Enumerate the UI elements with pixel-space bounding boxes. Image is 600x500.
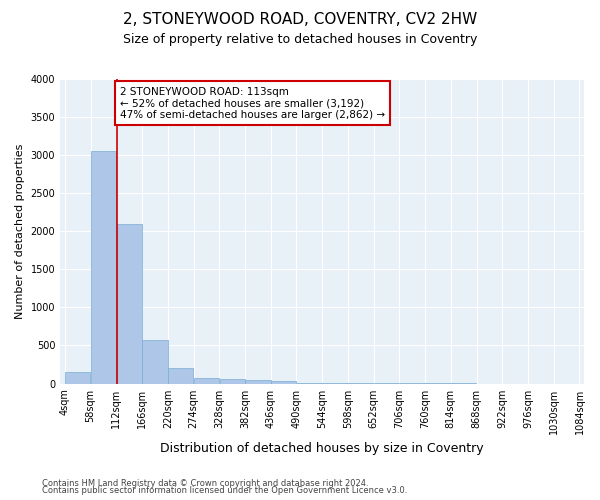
Bar xyxy=(220,379,245,384)
Bar xyxy=(65,372,91,384)
Bar xyxy=(116,224,142,384)
Bar xyxy=(271,382,296,384)
Text: Contains public sector information licensed under the Open Government Licence v3: Contains public sector information licen… xyxy=(42,486,407,495)
Bar xyxy=(297,383,322,384)
Text: 2, STONEYWOOD ROAD, COVENTRY, CV2 2HW: 2, STONEYWOOD ROAD, COVENTRY, CV2 2HW xyxy=(123,12,477,28)
Bar xyxy=(194,378,219,384)
Text: 2 STONEYWOOD ROAD: 113sqm
← 52% of detached houses are smaller (3,192)
47% of se: 2 STONEYWOOD ROAD: 113sqm ← 52% of detac… xyxy=(120,86,385,120)
Bar xyxy=(91,152,116,384)
Text: Contains HM Land Registry data © Crown copyright and database right 2024.: Contains HM Land Registry data © Crown c… xyxy=(42,478,368,488)
Bar xyxy=(142,340,167,384)
Y-axis label: Number of detached properties: Number of detached properties xyxy=(15,144,25,319)
Bar xyxy=(245,380,271,384)
Text: Size of property relative to detached houses in Coventry: Size of property relative to detached ho… xyxy=(123,32,477,46)
X-axis label: Distribution of detached houses by size in Coventry: Distribution of detached houses by size … xyxy=(160,442,484,455)
Bar xyxy=(168,368,193,384)
